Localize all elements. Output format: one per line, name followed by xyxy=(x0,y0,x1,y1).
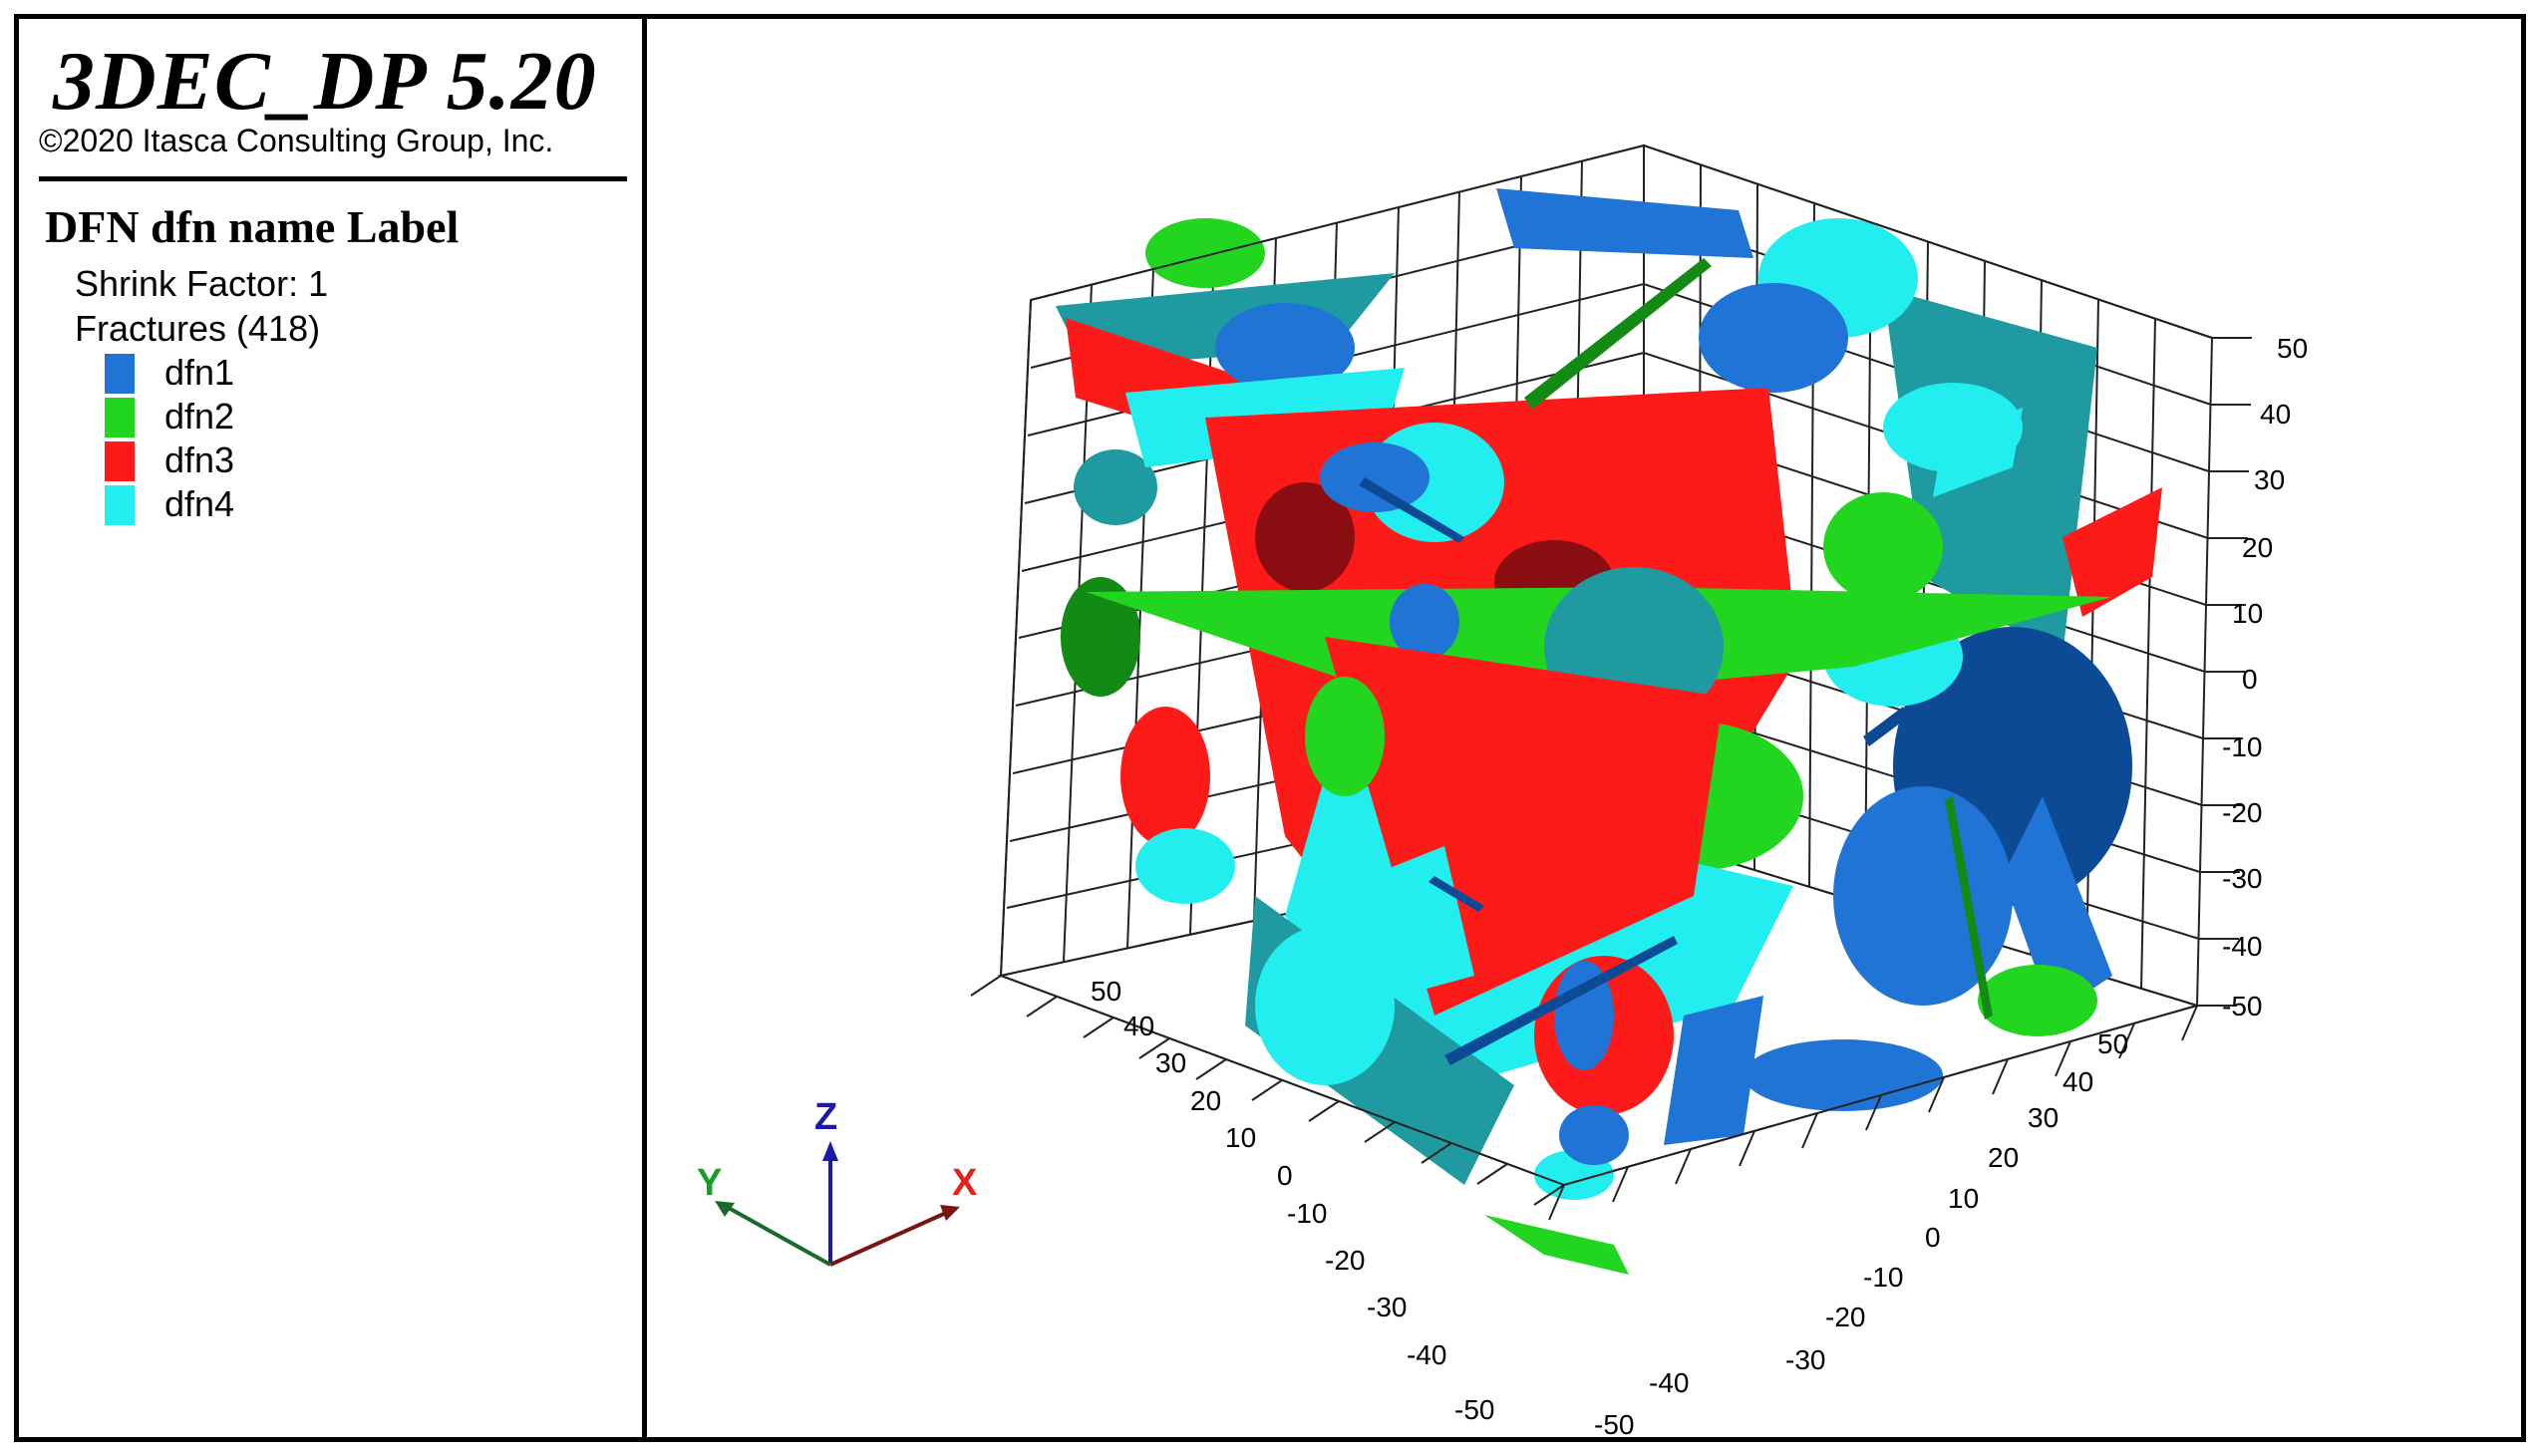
legend-swatch-dfn4 xyxy=(105,485,135,525)
y-tick-label: 40 xyxy=(1123,1011,1154,1041)
x-tick-label: -30 xyxy=(1785,1344,1825,1375)
z-tick-label: -20 xyxy=(2222,797,2262,828)
y-tick-label: -30 xyxy=(1367,1292,1407,1322)
fracture-dfn1-disk xyxy=(1320,442,1429,512)
z-tick-label: 10 xyxy=(2232,598,2263,629)
y-tick-label: 30 xyxy=(1155,1047,1186,1078)
z-tick-label: 0 xyxy=(2242,664,2258,695)
fracture-dfn2-plane xyxy=(1484,1215,1629,1275)
y-tick-label: -20 xyxy=(1325,1245,1365,1276)
fracture-dfn1-plane xyxy=(1664,996,1763,1145)
3d-viewport[interactable]: 50 40 30 20 10 0 -10 -20 -30 -40 -50 50 … xyxy=(647,19,2521,1437)
z-tick-label: 20 xyxy=(2242,532,2273,563)
x-axis-arrow xyxy=(829,1211,947,1267)
fracture-dfn2-disk xyxy=(1305,677,1385,796)
x-tick-label: 40 xyxy=(2063,1066,2093,1097)
y-tick-label: -40 xyxy=(1407,1339,1446,1370)
y-tick-label: -50 xyxy=(1454,1394,1494,1425)
y-tick-label: 10 xyxy=(1225,1122,1256,1153)
fracture-dfn1-sliver xyxy=(1444,936,1678,1065)
legend-swatch-dfn2 xyxy=(105,398,135,437)
fracture-cloud[interactable] xyxy=(1056,188,2162,1275)
y-tick-label: 20 xyxy=(1190,1085,1221,1116)
fracture-dfn1-disk xyxy=(1215,303,1355,393)
y-axis-tick-labels: 50 40 30 20 10 0 -10 -20 -30 -40 -50 xyxy=(1091,976,1494,1425)
z-tick-label: -10 xyxy=(2222,731,2262,762)
legend-label-dfn4: dfn4 xyxy=(164,483,235,524)
fracture-dfn1-plane xyxy=(2003,796,2112,1016)
fracture-dfn1-disk xyxy=(1699,283,1848,393)
fracture-dfn2-disk xyxy=(1145,218,1265,288)
x-tick-label: 10 xyxy=(1948,1183,1979,1214)
x-tick-label: 0 xyxy=(1925,1222,1941,1253)
fracture-dfn1-sliver xyxy=(1359,477,1464,543)
fracture-dfn2-sliver xyxy=(1945,796,1993,1019)
y-arrowhead-icon xyxy=(715,1201,735,1217)
fracture-dfn3-disk xyxy=(1120,707,1210,846)
x-tick-label: -20 xyxy=(1825,1302,1865,1332)
fracture-dfn1-disk xyxy=(1390,584,1459,660)
z-tick-label: -50 xyxy=(2222,991,2262,1021)
app-title: 3DEC_DP 5.20 xyxy=(53,35,597,128)
z-tick-label: -40 xyxy=(2222,931,2262,962)
legend-swatch-dfn3 xyxy=(105,441,135,481)
z-axis-tick-labels: 50 40 30 20 10 0 -10 -20 -30 -40 -50 xyxy=(2222,333,2308,1021)
legend-label-dfn1: dfn1 xyxy=(164,352,235,393)
copyright-text: ©2020 Itasca Consulting Group, Inc. xyxy=(39,123,554,158)
fracture-dfn2-disk xyxy=(1061,577,1140,697)
fracture-dfn1-sliver xyxy=(1863,707,1909,746)
z-arrowhead-icon xyxy=(822,1141,838,1161)
shrink-factor-text: Shrink Factor: 1 xyxy=(75,263,329,304)
x-tick-label: 50 xyxy=(2097,1028,2128,1059)
x-tick-label: -10 xyxy=(1863,1262,1903,1293)
z-axis-label: Z xyxy=(814,1096,837,1138)
fracture-dfn1-sliver xyxy=(1429,876,1484,912)
y-tick-label: 0 xyxy=(1277,1160,1293,1191)
bounding-box-front xyxy=(970,145,2252,1221)
z-tick-label: 50 xyxy=(2277,333,2308,364)
title-divider xyxy=(39,176,627,181)
plot-frame: 3DEC_DP 5.20 ©2020 Itasca Consulting Gro… xyxy=(14,14,2526,1442)
fracture-dfn1-disk xyxy=(1554,961,1614,1070)
dfn-scene[interactable]: 50 40 30 20 10 0 -10 -20 -30 -40 -50 50 … xyxy=(647,19,2521,1437)
x-axis-label: X xyxy=(952,1162,978,1204)
fracture-dfn2-sliver xyxy=(1524,258,1712,410)
x-arrowhead-icon xyxy=(940,1205,960,1221)
z-tick-label: 40 xyxy=(2260,399,2291,430)
fracture-dfn1-disk xyxy=(1559,1105,1629,1165)
legend-label-dfn3: dfn3 xyxy=(164,439,235,480)
legend-label-dfn2: dfn2 xyxy=(164,396,235,437)
fracture-dfn4-disk xyxy=(1135,828,1235,904)
z-tick-label: -30 xyxy=(2222,863,2262,894)
x-tick-label: -50 xyxy=(1594,1409,1634,1437)
fracture-dfn1-disk xyxy=(1744,1039,1943,1111)
legend-heading: DFN dfn name Label xyxy=(45,201,460,252)
y-tick-label: -10 xyxy=(1287,1198,1327,1229)
fractures-count-text: Fractures (418) xyxy=(75,308,321,349)
axes-triad: Z X Y xyxy=(697,1096,978,1267)
fracture-dfn4-plane xyxy=(1933,408,2023,497)
x-axis-tick-labels: 50 40 30 20 10 0 -10 -20 -30 -40 -50 xyxy=(1594,1028,2128,1437)
legend-panel: 3DEC_DP 5.20 ©2020 Itasca Consulting Gro… xyxy=(19,19,647,1437)
fracture-dfn1-plane xyxy=(1496,188,1753,258)
fracture-dfn3-disk xyxy=(1255,482,1355,592)
fracture-dfn3-plane xyxy=(2063,487,2162,617)
fracture-dfn2-disk xyxy=(1823,492,1943,602)
z-tick-label: 30 xyxy=(2254,464,2285,495)
legend-swatch-dfn1 xyxy=(105,354,135,394)
fracture-dfn1-disk xyxy=(1833,786,2013,1006)
x-tick-label: 20 xyxy=(1988,1142,2019,1173)
fracture-dfn4-disk xyxy=(1074,449,1157,525)
y-axis-arrow xyxy=(726,1205,831,1267)
x-tick-label: 30 xyxy=(2028,1102,2059,1133)
x-tick-label: -40 xyxy=(1649,1367,1689,1398)
fracture-dfn2-disk xyxy=(1978,965,2097,1036)
y-tick-label: 50 xyxy=(1091,976,1121,1007)
y-axis-label: Y xyxy=(697,1162,722,1204)
